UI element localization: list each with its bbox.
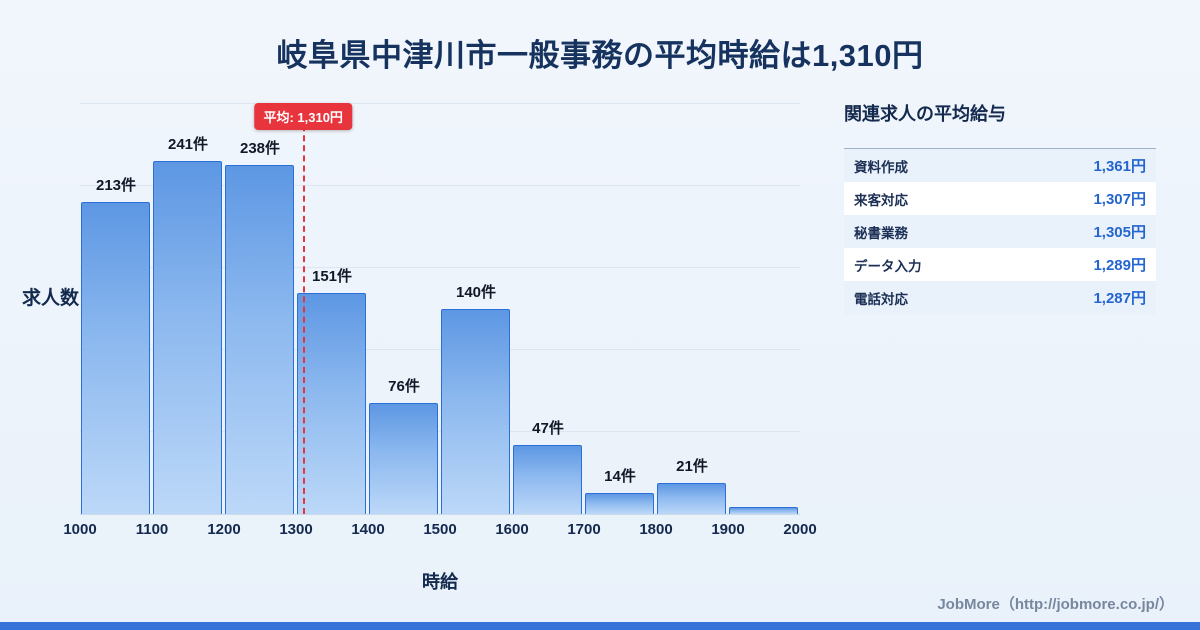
x-axis-tick: 1000	[63, 521, 97, 538]
histogram-bar	[585, 493, 654, 514]
job-wage: 1,361円	[1093, 158, 1146, 175]
table-row: 来客対応 1,307円	[844, 182, 1156, 215]
table-row: 資料作成 1,361円	[844, 149, 1156, 182]
bar-value-label: 21件	[676, 458, 708, 475]
gridline	[80, 185, 800, 186]
x-axis-tick: 1300	[279, 521, 313, 538]
x-axis-tick: 1600	[495, 521, 529, 538]
bar-value-label: 140件	[455, 284, 497, 301]
bar-value-label: 238件	[239, 140, 281, 157]
histogram-bar	[513, 445, 582, 514]
bar-value-label: 151件	[311, 268, 353, 285]
x-axis-tick: 1400	[351, 521, 385, 538]
gridline	[80, 431, 800, 432]
average-wage-line	[303, 105, 306, 514]
job-wage: 1,305円	[1093, 224, 1146, 241]
bar-value-label: 213件	[95, 177, 137, 194]
job-label: 資料作成	[854, 159, 908, 175]
histogram-bar	[657, 483, 726, 514]
average-wage-badge: 平均: 1,310円	[254, 103, 352, 130]
x-axis-tick: 2000	[783, 521, 817, 538]
gridline	[80, 103, 800, 104]
bottom-accent-bar	[0, 622, 1200, 630]
histogram-bar	[225, 165, 294, 514]
x-axis-label: 時給	[422, 572, 458, 592]
job-wage: 1,287円	[1093, 290, 1146, 307]
histogram-bar	[81, 202, 150, 514]
bar-value-label: 14件	[604, 468, 636, 485]
wage-histogram-plot: 平均: 1,310円 213件 241件 238件 151件 76件 140件 47件 14件…	[80, 103, 800, 515]
table-row: 電話対応 1,287円	[844, 281, 1156, 314]
histogram-bar	[441, 309, 510, 514]
job-wage: 1,307円	[1093, 191, 1146, 208]
job-label: データ入力	[854, 258, 922, 274]
y-axis-label: 求人数	[22, 288, 80, 309]
table-row: データ入力 1,289円	[844, 248, 1156, 281]
job-label: 来客対応	[854, 192, 908, 208]
x-axis-tick: 1100	[135, 521, 169, 538]
histogram-bar	[153, 161, 222, 514]
x-axis-tick: 1900	[711, 521, 745, 538]
x-axis-tick: 1700	[567, 521, 601, 538]
x-axis-tick: 1500	[423, 521, 457, 538]
bar-value-label: 241件	[167, 136, 209, 153]
bar-value-label: 47件	[532, 420, 564, 437]
job-wage: 1,289円	[1093, 257, 1146, 274]
histogram-bar	[729, 507, 798, 514]
table-row: 秘書業務 1,305円	[844, 215, 1156, 248]
x-axis-tick: 1200	[207, 521, 241, 538]
job-label: 秘書業務	[854, 225, 908, 241]
page-title: 岐阜県中津川市一般事務の平均時給は1,310円	[276, 38, 924, 73]
histogram-bar	[369, 403, 438, 514]
related-jobs-table: 資料作成 1,361円来客対応 1,307円秘書業務 1,305円データ入力 1,289…	[844, 148, 1156, 314]
x-axis-tick: 1800	[639, 521, 673, 538]
bar-value-label: 76件	[388, 378, 420, 395]
gridline	[80, 267, 800, 268]
job-label: 電話対応	[854, 291, 908, 307]
gridline	[80, 349, 800, 350]
panel-title: 関連求人の平均給与	[844, 104, 1006, 124]
related-jobs-panel: 関連求人の平均給与 資料作成 1,361円来客対応 1,307円秘書業務 1,305円…	[844, 100, 1156, 314]
footer-credit: JobMore（http://jobmore.co.jp/）	[937, 596, 1174, 613]
x-axis-ticks: 1000 1100 1200 1300 1400 1500 1600 1700 1800 1900…	[63, 521, 816, 541]
histogram-bar	[297, 293, 366, 514]
